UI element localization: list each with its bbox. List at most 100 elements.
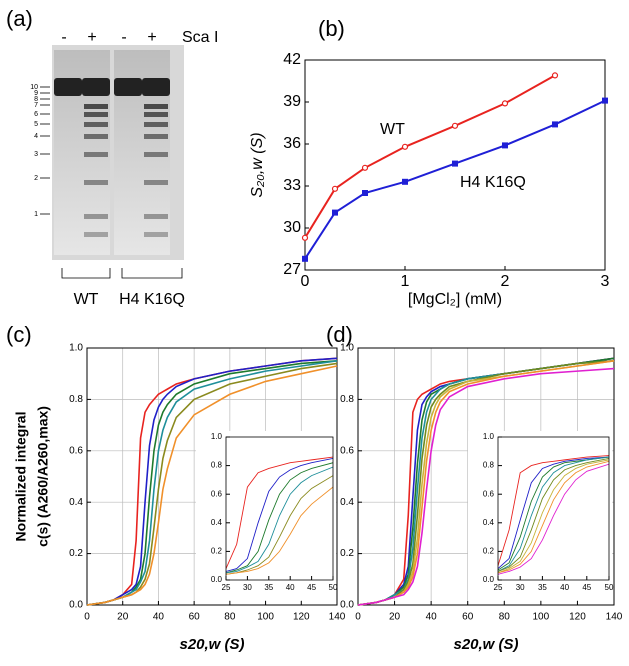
band	[84, 112, 108, 117]
y-tick-label: 0.2	[211, 547, 223, 556]
y-tick-label: 1.0	[211, 432, 223, 441]
series-line	[304, 74, 556, 239]
band	[84, 180, 108, 185]
band	[84, 214, 108, 219]
x-axis-label: s20,w (S)	[179, 636, 244, 653]
y-tick-label: 0.6	[69, 445, 83, 456]
x-tick-label: 50	[605, 583, 614, 592]
x-axis-label: [MgCl₂] (mM)	[408, 291, 502, 308]
band	[144, 122, 168, 127]
series-line	[498, 459, 609, 574]
x-tick-label: 3	[601, 273, 610, 290]
x-tick-label: 60	[462, 612, 474, 623]
plot-frame	[304, 59, 606, 271]
point	[332, 209, 338, 216]
band	[84, 104, 108, 109]
band	[84, 134, 108, 139]
marker-label: 10	[30, 84, 38, 91]
series-line	[226, 456, 333, 570]
series-line	[498, 457, 609, 572]
marker-label: 4	[34, 133, 38, 140]
lane-label: +	[147, 29, 156, 46]
y-tick-label: 0.6	[483, 489, 495, 498]
plot-frame	[357, 347, 615, 606]
y-tick-label: 0.6	[211, 489, 223, 498]
inset-frame	[497, 436, 610, 581]
point	[362, 190, 368, 196]
point	[602, 97, 608, 104]
series-line	[226, 486, 333, 575]
panel-label: (b)	[318, 16, 345, 41]
y-axis-label: S₂₀,w (S)	[249, 132, 266, 197]
y-tick-label: 0.8	[69, 394, 83, 405]
band	[82, 78, 110, 96]
band	[54, 78, 82, 96]
x-tick-label: 20	[117, 612, 129, 623]
enzyme-label: Sca I	[182, 29, 218, 46]
marker-label: 6	[34, 111, 38, 118]
y-tick-label: 39	[283, 93, 301, 110]
panel-label: (c)	[6, 322, 32, 347]
marker-label: 1	[34, 211, 38, 218]
x-tick-label: 40	[286, 583, 295, 592]
series-line	[226, 457, 333, 572]
x-tick-label: 2	[501, 273, 510, 290]
series-line	[498, 456, 609, 570]
inset-lines	[226, 456, 333, 575]
series-line	[498, 456, 609, 571]
point	[402, 178, 408, 185]
y-tick-label: 1.0	[69, 343, 83, 354]
y-tick-label: 1.0	[340, 343, 354, 354]
x-tick-label: 140	[606, 612, 623, 623]
y-tick-label: 1.0	[483, 432, 495, 441]
annotation: WT	[380, 121, 405, 138]
y-axis-label: Normalized integral	[13, 412, 29, 542]
point	[301, 234, 309, 241]
x-tick-label: 30	[516, 583, 525, 592]
band	[144, 214, 168, 219]
marker-label: 8	[34, 96, 38, 103]
marker-label: 5	[34, 121, 38, 128]
point	[452, 160, 458, 167]
y-tick-label: 36	[283, 135, 301, 152]
annotation: H4 K16Q	[460, 174, 526, 191]
bracket	[121, 268, 183, 279]
point	[302, 255, 308, 262]
lane-label: -	[61, 29, 66, 46]
series-line	[86, 365, 338, 606]
marker-label: 3	[34, 151, 38, 158]
y-axis-label: c(s) (A260/A260,max)	[35, 406, 51, 547]
panel-label: (a)	[6, 6, 33, 31]
y-tick-label: 42	[283, 51, 301, 68]
y-tick-label: 30	[283, 219, 301, 236]
x-tick-label: 80	[224, 612, 236, 623]
x-tick-label: 25	[222, 583, 231, 592]
x-tick-label: 30	[243, 583, 252, 592]
y-tick-label: 0.2	[340, 548, 354, 559]
marker-label: 2	[34, 175, 38, 182]
inset-background	[468, 431, 612, 600]
series-line	[498, 456, 609, 572]
point	[551, 72, 559, 79]
point	[501, 100, 509, 107]
y-tick-label: 33	[283, 177, 301, 194]
band	[84, 232, 108, 237]
y-tick-label: 0.4	[69, 497, 83, 508]
x-tick-label: 45	[582, 583, 591, 592]
band	[84, 152, 108, 157]
band	[144, 134, 168, 139]
inset-background	[196, 431, 336, 600]
x-tick-label: 120	[569, 612, 586, 623]
x-tick-label: 100	[257, 612, 274, 623]
x-tick-label: 25	[494, 583, 503, 592]
point	[401, 143, 409, 150]
x-tick-label: 0	[301, 273, 310, 290]
x-tick-label: 40	[560, 583, 569, 592]
point	[502, 142, 508, 149]
series-line	[498, 463, 609, 575]
group-label: WT	[74, 291, 99, 308]
band	[142, 78, 170, 96]
y-tick-label: 0.8	[340, 394, 354, 405]
y-tick-label: 0.8	[483, 461, 495, 470]
